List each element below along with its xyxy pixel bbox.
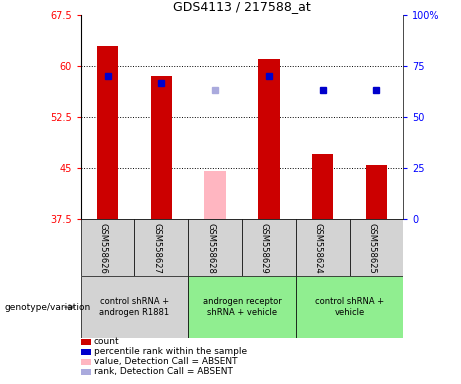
Bar (366, 165, 387, 219)
Text: GSM558627: GSM558627 (152, 223, 161, 274)
Bar (296, 276, 403, 338)
Bar (242, 219, 296, 276)
Text: GSM558629: GSM558629 (260, 223, 269, 274)
Text: GSM558628: GSM558628 (206, 223, 215, 274)
Bar (81, 219, 135, 276)
Text: GSM558625: GSM558625 (367, 223, 377, 274)
Text: value, Detection Call = ABSENT: value, Detection Call = ABSENT (94, 357, 237, 366)
Bar (81, 276, 188, 338)
Bar (97, 46, 118, 219)
Bar (188, 276, 296, 338)
Text: androgen receptor
shRNA + vehicle: androgen receptor shRNA + vehicle (203, 298, 281, 317)
Text: GSM558624: GSM558624 (313, 223, 323, 274)
Text: genotype/variation: genotype/variation (5, 303, 91, 312)
Text: percentile rank within the sample: percentile rank within the sample (94, 347, 247, 356)
Text: rank, Detection Call = ABSENT: rank, Detection Call = ABSENT (94, 367, 232, 376)
Bar (349, 219, 403, 276)
Bar (151, 76, 172, 219)
Text: count: count (94, 337, 119, 346)
Bar (188, 219, 242, 276)
Bar (296, 219, 349, 276)
Bar (204, 171, 226, 219)
Bar (135, 219, 188, 276)
Text: control shRNA +
androgen R1881: control shRNA + androgen R1881 (100, 298, 170, 317)
Title: GDS4113 / 217588_at: GDS4113 / 217588_at (173, 0, 311, 13)
Text: GSM558626: GSM558626 (99, 223, 107, 274)
Text: control shRNA +
vehicle: control shRNA + vehicle (315, 298, 384, 317)
Bar (258, 60, 280, 219)
Bar (312, 154, 333, 219)
